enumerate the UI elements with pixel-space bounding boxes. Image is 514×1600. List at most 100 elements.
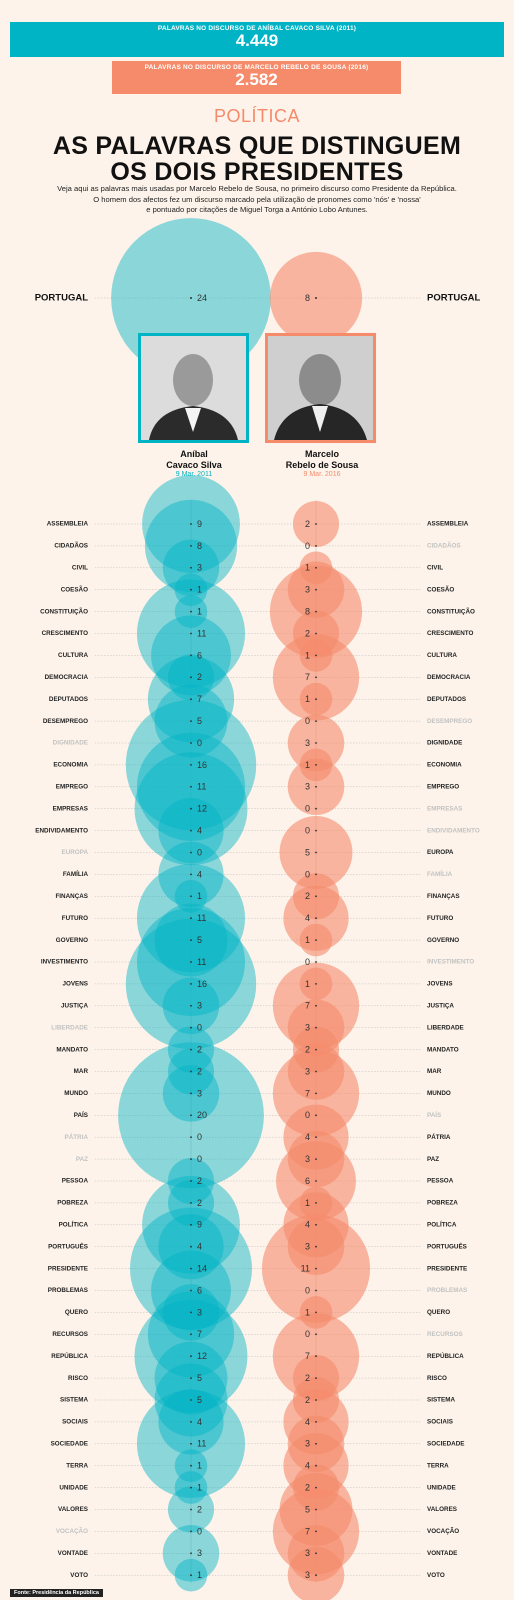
value-marcelo: 3 <box>305 782 310 792</box>
center-dot-cavaco <box>190 676 192 679</box>
word-label-right: UNIDADE <box>427 1484 456 1491</box>
value-cavaco: 14 <box>197 1263 207 1273</box>
center-dot-cavaco <box>190 1464 192 1467</box>
center-dot-marcelo <box>315 1092 317 1095</box>
center-dot-marcelo <box>315 632 317 635</box>
word-label-left: GOVERNO <box>56 937 88 944</box>
value-marcelo: 3 <box>305 738 310 748</box>
center-dot-marcelo <box>315 545 317 547</box>
value-cavaco: 1 <box>197 585 202 595</box>
word-label-right: FUTURO <box>427 915 453 922</box>
word-label-left: ENDIVIDAMENTO <box>35 827 88 834</box>
value-marcelo: 0 <box>305 1110 310 1120</box>
value-cavaco: 3 <box>197 1307 202 1317</box>
center-dot-cavaco <box>190 983 192 985</box>
word-label-left: DIGNIDADE <box>53 740 88 747</box>
value-marcelo: 2 <box>305 628 310 638</box>
word-label-left: JUSTIÇA <box>61 1002 88 1009</box>
value-marcelo: 3 <box>305 1242 310 1252</box>
word-label-right: RISCO <box>427 1375 447 1382</box>
value-marcelo: 8 <box>305 606 310 616</box>
word-label-right: TERRA <box>427 1462 449 1469</box>
source-note: Fonte: Presidência da República <box>10 1589 103 1597</box>
center-dot-cavaco <box>190 1267 192 1270</box>
word-label-left: EMPREGO <box>56 783 88 790</box>
cavaco-photo <box>138 333 249 443</box>
value-cavaco: 5 <box>197 935 202 945</box>
marcelo-date: 9 Mar. 2016 <box>303 471 341 478</box>
center-dot-marcelo <box>315 895 317 898</box>
center-dot-cavaco <box>190 1311 192 1314</box>
word-label-right: INVESTIMENTO <box>427 959 474 966</box>
value-cavaco: 11 <box>197 913 206 923</box>
cavaco-date: 9 Mar. 2011 <box>175 471 213 478</box>
highlight-center-dot-cavaco <box>190 297 192 299</box>
center-dot-marcelo <box>315 851 317 854</box>
word-label-left: PRESIDENTE <box>48 1265 88 1272</box>
value-cavaco: 3 <box>197 1088 202 1098</box>
center-dot-cavaco <box>190 610 192 613</box>
value-cavaco: 1 <box>197 1570 202 1580</box>
word-label-right: EMPRESAS <box>427 805 462 812</box>
center-dot-marcelo <box>315 873 317 876</box>
center-dot-cavaco <box>190 807 192 810</box>
word-label-right: MANDATO <box>427 1046 459 1053</box>
value-cavaco: 1 <box>197 606 202 616</box>
center-dot-cavaco <box>190 851 192 854</box>
center-dot-cavaco <box>190 764 192 766</box>
subtitle-line-3: e pontuado por citações de Miguel Torga … <box>146 205 368 214</box>
value-marcelo: 1 <box>305 1307 310 1317</box>
value-cavaco: 8 <box>197 541 202 551</box>
word-label-left: JOVENS <box>62 981 88 988</box>
highlight-label-left: PORTUGAL <box>35 293 89 304</box>
center-dot-marcelo <box>315 1311 317 1314</box>
word-label-right: DEMOCRACIA <box>427 674 471 681</box>
center-dot-cavaco <box>190 1421 192 1423</box>
word-label-left: MANDATO <box>56 1046 88 1053</box>
value-cavaco: 3 <box>197 1548 202 1558</box>
word-label-right: EMPREGO <box>427 783 459 790</box>
banner-cavaco-value: 4.449 <box>235 31 279 50</box>
word-label-right: MUNDO <box>427 1090 451 1097</box>
value-marcelo: 0 <box>305 869 310 879</box>
value-cavaco: 5 <box>197 1395 202 1405</box>
marcelo-name-line-1: Marcelo <box>304 449 339 459</box>
word-label-right: ECONOMIA <box>427 762 462 769</box>
center-dot-marcelo <box>315 1136 317 1139</box>
value-marcelo: 3 <box>305 1570 310 1580</box>
word-label-right: PAÍS <box>427 1110 441 1119</box>
center-dot-marcelo <box>315 939 317 941</box>
value-cavaco: 20 <box>197 1110 207 1120</box>
value-cavaco: 0 <box>197 847 202 857</box>
marcelo-portrait-icon <box>268 336 373 440</box>
word-label-left: VOCAÇÃO <box>56 1526 88 1535</box>
value-cavaco: 0 <box>197 1526 202 1536</box>
word-label-right: CIVIL <box>427 564 443 571</box>
word-label-left: PÁTRIA <box>65 1132 89 1141</box>
value-marcelo: 4 <box>305 1417 310 1427</box>
value-marcelo: 0 <box>305 1285 310 1295</box>
value-marcelo: 7 <box>305 1001 310 1011</box>
value-marcelo: 7 <box>305 1526 310 1536</box>
word-label-left: POLÍTICA <box>59 1219 89 1228</box>
value-cavaco: 4 <box>197 1242 202 1252</box>
value-cavaco: 12 <box>197 804 207 814</box>
center-dot-marcelo <box>315 1442 317 1445</box>
value-marcelo: 1 <box>305 935 310 945</box>
value-marcelo: 1 <box>305 1198 310 1208</box>
value-marcelo: 4 <box>305 1220 310 1230</box>
value-marcelo: 1 <box>305 563 310 573</box>
page-title-line-2: OS DOIS PRESIDENTES <box>110 158 404 186</box>
value-cavaco: 1 <box>197 1461 202 1471</box>
word-label-left: DEPUTADOS <box>49 696 88 703</box>
center-dot-cavaco <box>190 961 192 963</box>
word-label-right: CRESCIMENTO <box>427 630 474 637</box>
highlight-value-marcelo: 8 <box>305 293 310 303</box>
value-marcelo: 4 <box>305 1461 310 1471</box>
value-cavaco: 9 <box>197 519 202 529</box>
word-label-left: SOCIAIS <box>62 1419 88 1426</box>
center-dot-marcelo <box>315 917 317 920</box>
value-marcelo: 1 <box>305 760 310 770</box>
value-cavaco: 5 <box>197 1373 202 1383</box>
value-cavaco: 11 <box>197 628 206 638</box>
